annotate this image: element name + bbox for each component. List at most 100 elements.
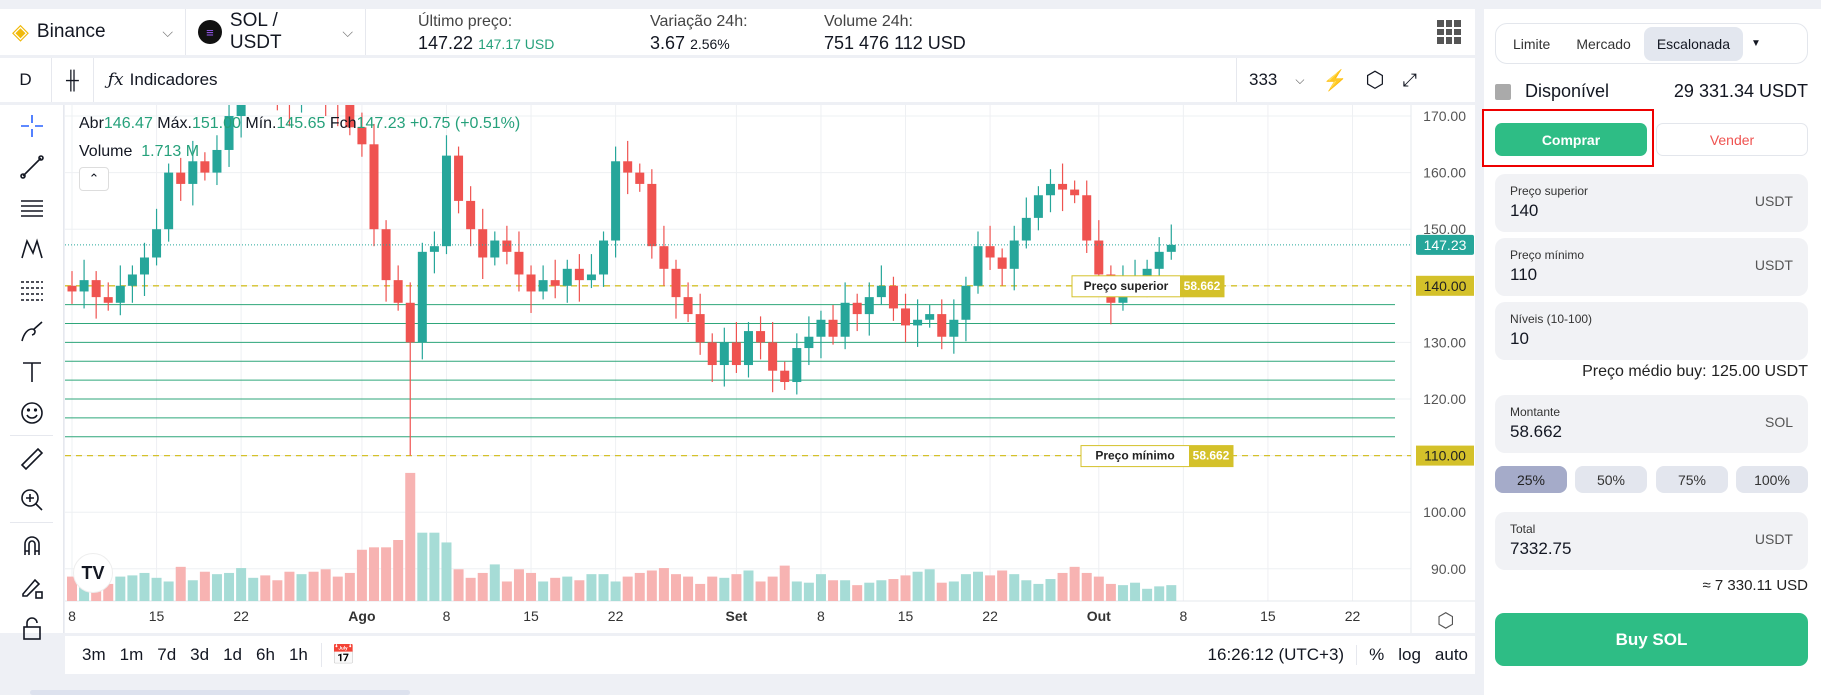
chart-settings-icon[interactable]: ⬡ <box>1437 610 1455 632</box>
buy-tab-button[interactable]: Comprar <box>1495 123 1647 156</box>
collapse-legend-button[interactable]: ⌃ <box>79 167 109 191</box>
current-price-tag <box>1416 234 1474 255</box>
volume-bar <box>187 580 198 601</box>
price-chart[interactable]: 147.23 170.00 160.00 150.00 130.00 120.00 100.… <box>54 50 1475 633</box>
candle-body <box>852 302 862 315</box>
tab-limit[interactable]: Limite <box>1513 35 1551 52</box>
crosshair-tool[interactable] <box>0 105 64 146</box>
zoom-tool[interactable] <box>0 479 64 520</box>
auto-scale-toggle[interactable]: auto <box>1434 645 1468 664</box>
tab-market[interactable]: Mercado <box>1576 35 1631 52</box>
volume-bar <box>284 571 295 601</box>
pattern-tool[interactable] <box>0 228 64 269</box>
brush-tool[interactable] <box>0 310 64 351</box>
upper-price-field[interactable]: Preço superior 140 USDT <box>1495 174 1808 232</box>
pct-25-button[interactable]: 25% <box>1495 466 1567 493</box>
volume-bar <box>634 572 645 601</box>
range-1h[interactable]: 1h <box>288 645 308 664</box>
candle-body <box>115 285 125 303</box>
more-dropdown-icon[interactable]: ▼ <box>1751 38 1761 49</box>
text-tool[interactable] <box>0 351 64 392</box>
chevron-down-icon[interactable]: ⌵ <box>1295 72 1305 87</box>
volume-bar <box>973 571 983 601</box>
percent-scale-toggle[interactable]: % <box>1369 645 1385 664</box>
change-label: Variação 24h: <box>650 13 748 30</box>
volume-bar <box>1033 583 1044 601</box>
indicators-button[interactable]: ƒx Indicadores <box>94 58 232 102</box>
chevron-down-icon: ⌵ <box>162 23 173 40</box>
candle-body <box>647 183 657 247</box>
pct-50-button[interactable]: 50% <box>1575 466 1647 493</box>
amount-field[interactable]: Montante 58.662 SOL <box>1495 395 1808 453</box>
fib-tool[interactable] <box>0 269 64 310</box>
chart-canvas[interactable]: 147.23 170.00 160.00 150.00 130.00 120.00 100.… <box>54 50 1475 633</box>
log-scale-toggle[interactable]: log <box>1398 645 1421 664</box>
horizontal-lines-tool[interactable] <box>0 187 64 228</box>
layout-grid-icon[interactable] <box>1437 20 1461 44</box>
horizontal-scrollbar[interactable] <box>30 690 410 695</box>
volume-bar <box>1166 585 1177 601</box>
settings-hexagon-icon[interactable]: ⬡ <box>1365 67 1385 92</box>
measure-tool[interactable] <box>0 438 64 479</box>
tab-scaled[interactable]: Escalonada <box>1643 26 1743 61</box>
volume-bar <box>695 583 706 601</box>
close-value: 147.23 <box>356 115 406 132</box>
candle-body <box>743 331 753 366</box>
exchange-selector[interactable]: ◈ Binance ⌵ <box>0 9 186 55</box>
approx-usd: ≈ 7 330.11 USD <box>1702 577 1808 594</box>
amount-input[interactable]: 58.662 <box>1510 422 1562 441</box>
price-tick: 160.00 <box>1423 165 1466 181</box>
sell-tab-button[interactable]: Vender <box>1656 123 1808 156</box>
min-price-input[interactable]: 110 <box>1510 265 1538 284</box>
total-field[interactable]: Total 7332.75 USDT <box>1495 512 1808 570</box>
pct-100-button[interactable]: 100% <box>1736 466 1808 493</box>
candle-body <box>997 257 1007 269</box>
range-1d[interactable]: 1d <box>223 645 243 664</box>
candle-body <box>731 342 741 366</box>
total-input[interactable]: 7332.75 <box>1510 539 1572 558</box>
time-tick: 22 <box>982 608 998 624</box>
interval-button[interactable]: D <box>0 58 52 102</box>
volume-bar <box>1045 579 1056 601</box>
min-price-field[interactable]: Preço mínimo 110 USDT <box>1495 238 1808 296</box>
emoji-tool[interactable] <box>0 392 64 433</box>
fullscreen-icon[interactable]: ⤢ <box>1402 69 1418 90</box>
range-3d[interactable]: 3d <box>190 645 210 664</box>
chart-type-button[interactable]: ╫ <box>52 58 94 102</box>
upper-price-input[interactable]: 140 <box>1510 201 1539 220</box>
time-tick: 22 <box>1345 608 1361 624</box>
available-balance: Disponível 29 331.34 USDT <box>1495 81 1808 102</box>
volume-bar <box>538 581 549 601</box>
levels-input[interactable]: 10 <box>1510 329 1529 348</box>
range-3m[interactable]: 3m <box>82 645 106 664</box>
tradingview-logo[interactable]: TV <box>73 553 113 593</box>
candle-body <box>780 370 790 383</box>
volume-bar <box>671 574 681 601</box>
volume-bar <box>1093 576 1104 601</box>
volume-bar <box>779 565 790 601</box>
range-6h[interactable]: 6h <box>256 645 275 664</box>
candle-body <box>840 302 850 337</box>
lock-tool[interactable] <box>0 607 64 648</box>
goto-date-icon[interactable]: 📅 <box>320 643 366 667</box>
volume-bar <box>840 580 851 601</box>
zoom-in-icon <box>21 488 43 511</box>
volume-bar <box>501 581 512 601</box>
candle-body <box>937 314 947 337</box>
levels-field[interactable]: Níveis (10-100) 10 <box>1495 302 1808 360</box>
lock-drawing-tool[interactable] <box>0 566 64 607</box>
volume-bar <box>936 582 947 601</box>
range-7d[interactable]: 7d <box>157 645 177 664</box>
volume-bar <box>1069 566 1080 601</box>
volume-bar <box>852 585 863 601</box>
available-value: 29 331.34 USDT <box>1673 81 1808 101</box>
volume-bar <box>320 569 331 601</box>
pct-75-button[interactable]: 75% <box>1656 466 1728 493</box>
magnet-tool[interactable] <box>0 525 64 566</box>
pair-selector[interactable]: ≡ SOL / USDT ⌵ <box>186 9 366 55</box>
quick-search-icon[interactable]: ⚡ <box>1322 69 1348 92</box>
trendline-tool[interactable] <box>0 146 64 187</box>
buy-sol-button[interactable]: Buy SOL <box>1495 613 1808 666</box>
range-1m[interactable]: 1m <box>119 645 144 664</box>
compare-select[interactable]: 333 <box>1249 70 1278 89</box>
